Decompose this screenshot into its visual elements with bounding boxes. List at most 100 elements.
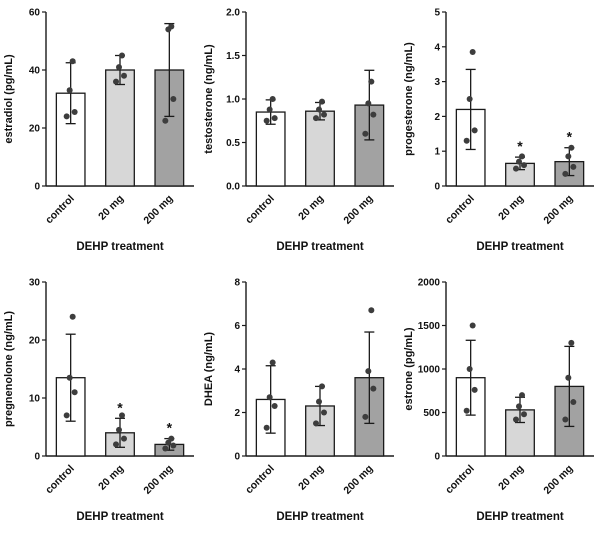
data-point — [471, 386, 478, 393]
significance-star: * — [517, 138, 523, 154]
data-point — [362, 413, 369, 420]
data-point — [116, 64, 122, 71]
data-point — [568, 339, 575, 346]
y-tick-label: 500 — [423, 408, 440, 419]
y-tick-label: 2000 — [418, 278, 441, 289]
y-tick-label: 40 — [29, 66, 41, 77]
y-tick-label: 1500 — [418, 321, 441, 332]
x-axis-label: DEHP treatment — [476, 241, 564, 253]
data-point — [513, 416, 519, 423]
y-tick-label: 30 — [29, 278, 41, 289]
x-tick-label: 200 mg — [341, 463, 375, 497]
data-point — [69, 313, 76, 320]
y-tick-label: 1000 — [418, 365, 441, 376]
y-tick-label: 60 — [29, 8, 41, 19]
data-point — [516, 158, 522, 165]
data-point — [365, 368, 372, 375]
x-tick-label: control — [43, 193, 77, 227]
data-point — [565, 374, 572, 381]
data-point — [368, 78, 375, 85]
data-point — [263, 424, 270, 431]
x-tick-label: 200 mg — [141, 463, 175, 497]
significance-star: * — [117, 399, 123, 415]
y-tick-label: 5 — [434, 8, 440, 19]
y-tick-label: 3 — [434, 77, 440, 88]
data-point — [463, 137, 470, 144]
y-tick-label: 10 — [29, 394, 41, 405]
data-point — [368, 307, 375, 314]
y-tick-label: 2.0 — [226, 8, 240, 19]
chart-estradiol: 0 20 40 60 estradiol (pg/mL) control 20 mg 200 … — [0, 0, 200, 270]
y-tick-label: 0 — [34, 182, 40, 193]
data-point — [170, 442, 177, 449]
y-tick-label: 0 — [434, 182, 440, 193]
chart-svg: 0 2 4 6 8 DHEA (ng/mL) control 20 mg 200 mg DEHP … — [203, 278, 394, 523]
data-point — [521, 162, 527, 169]
x-tick-label: 20 mg — [496, 463, 526, 493]
x-tick-label: control — [43, 463, 77, 497]
y-tick-label: 0.0 — [226, 182, 240, 193]
data-point — [565, 153, 572, 160]
x-tick-label: 200 mg — [141, 193, 175, 227]
data-point — [266, 106, 273, 113]
data-point — [466, 96, 473, 102]
y-tick-label: 4 — [234, 365, 240, 376]
data-point — [313, 115, 319, 122]
data-point — [66, 87, 73, 94]
data-point — [316, 106, 322, 113]
data-point — [313, 420, 319, 427]
data-point — [168, 435, 175, 442]
data-point — [519, 153, 525, 160]
x-axis-label: DEHP treatment — [476, 511, 564, 523]
data-point — [271, 402, 278, 409]
data-point — [319, 98, 325, 105]
data-point — [562, 416, 569, 423]
data-point — [170, 96, 177, 102]
y-tick-label: 1 — [434, 147, 440, 158]
y-axis-label: DHEA (ng/mL) — [203, 332, 215, 406]
data-point — [162, 445, 169, 452]
data-point — [570, 399, 577, 406]
data-point — [63, 113, 70, 120]
x-tick-label: 20 mg — [96, 193, 126, 223]
data-point — [269, 359, 276, 366]
y-tick-label: 6 — [234, 321, 240, 332]
data-point — [263, 117, 270, 124]
data-point — [463, 407, 470, 414]
x-tick-label: 200 mg — [341, 193, 375, 227]
data-point — [121, 72, 127, 79]
y-tick-label: 20 — [29, 336, 41, 347]
y-tick-label: 0 — [34, 452, 40, 463]
x-axis-label: DEHP treatment — [276, 511, 364, 523]
x-tick-label: control — [243, 193, 277, 227]
data-point — [570, 163, 577, 170]
chart-svg: 0 1 2 3 4 5 progesterone (ng/mL) control * 20 mg *… — [403, 8, 594, 253]
y-tick-label: 1.0 — [226, 95, 240, 106]
y-tick-label: 0 — [234, 452, 240, 463]
data-point — [316, 398, 322, 405]
y-tick-label: 20 — [29, 124, 41, 135]
y-axis-label: estrone (pg/mL) — [403, 327, 415, 410]
x-axis-label: DEHP treatment — [76, 241, 164, 253]
x-tick-label: 20 mg — [296, 463, 326, 493]
data-point — [113, 78, 119, 85]
data-point — [469, 322, 476, 329]
x-tick-label: control — [443, 463, 477, 497]
chart-svg: 0 20 40 60 estradiol (pg/mL) control 20 mg 200 … — [3, 8, 194, 253]
chart-progesterone: 0 1 2 3 4 5 progesterone (ng/mL) control * 20 mg *… — [400, 0, 600, 270]
y-axis-label: pregnenolone (ng/mL) — [3, 311, 15, 427]
data-point — [119, 412, 125, 419]
y-tick-label: 2 — [434, 112, 440, 123]
data-point — [269, 96, 276, 102]
chart-svg: 0 500 1000 1500 2000 estrone (pg/mL) control 20… — [403, 278, 594, 523]
x-axis-label: DEHP treatment — [276, 241, 364, 253]
data-point — [71, 389, 78, 396]
y-axis-label: progesterone (ng/mL) — [403, 42, 415, 156]
data-point — [116, 426, 122, 433]
data-point — [370, 111, 377, 118]
data-point — [271, 115, 278, 122]
y-tick-label: 2 — [234, 408, 240, 419]
x-tick-label: 20 mg — [96, 463, 126, 493]
x-tick-label: 200 mg — [541, 193, 575, 227]
